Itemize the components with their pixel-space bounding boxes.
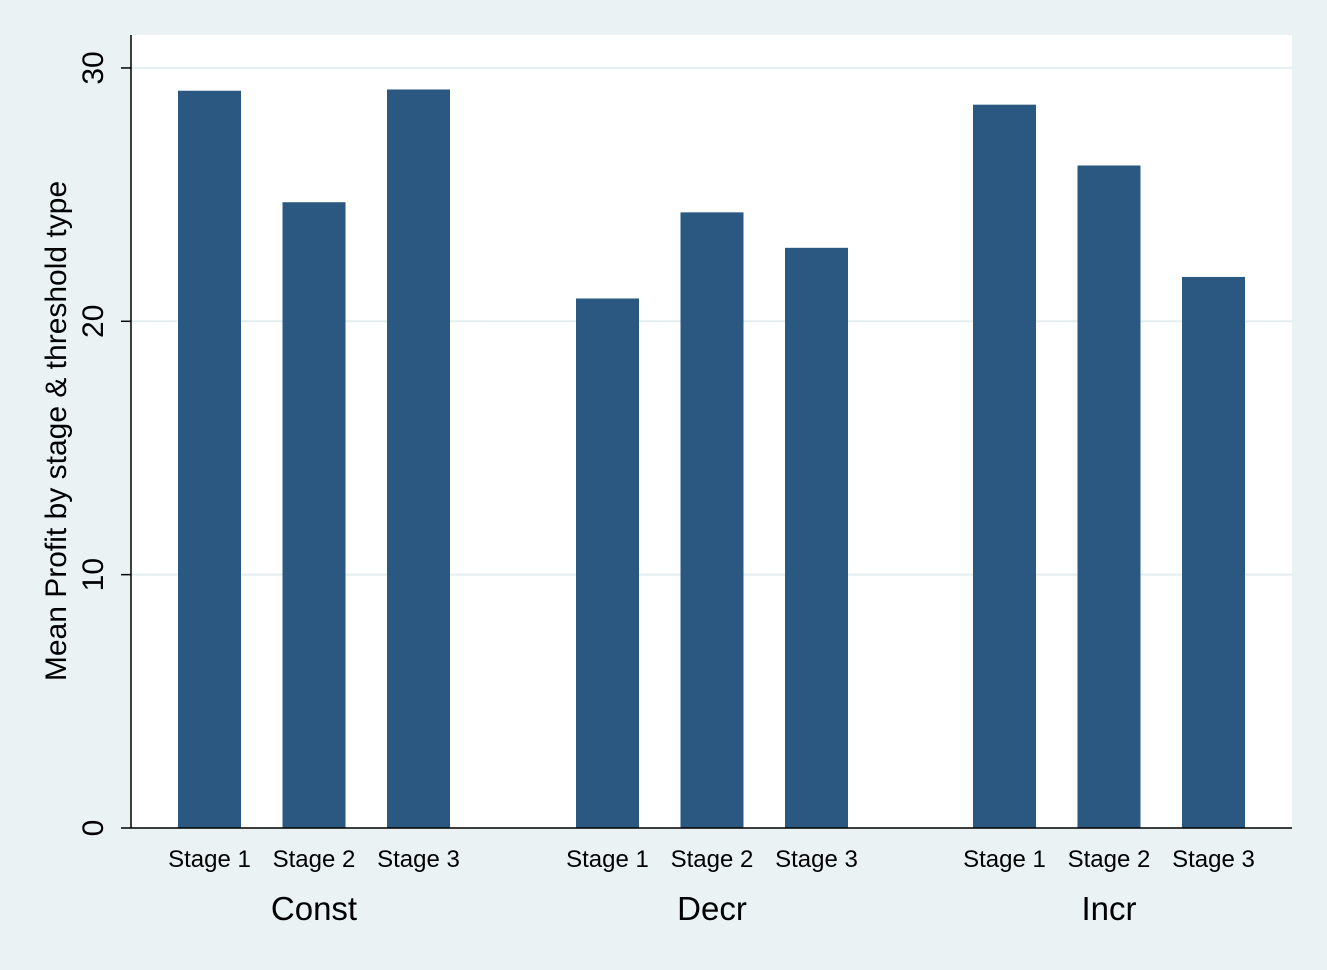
bar <box>1077 165 1141 828</box>
x-tick-label: Stage 3 <box>1172 846 1255 873</box>
x-tick-labels: Stage 1 Stage 2 Stage 3 Stage 1 Stage 2 Stage… <box>168 846 1255 873</box>
bar <box>282 202 346 828</box>
x-tick-label: Stage 1 <box>566 846 649 873</box>
x-tick-label: Stage 2 <box>1068 846 1151 873</box>
bar <box>576 298 639 828</box>
group-label: Decr <box>677 890 747 927</box>
y-ticks: 0 10 20 30 <box>77 51 131 836</box>
bar <box>387 89 450 828</box>
y-tick-label: 10 <box>77 558 110 591</box>
group-label: Const <box>271 890 357 927</box>
x-tick-label: Stage 1 <box>168 846 251 873</box>
x-tick-label: Stage 2 <box>273 846 356 873</box>
x-tick-label: Stage 1 <box>963 846 1046 873</box>
bar <box>785 247 848 829</box>
y-tick-label: 20 <box>77 305 110 338</box>
y-tick-label: 0 <box>77 820 110 837</box>
bar <box>1182 276 1245 828</box>
axes <box>130 35 1292 829</box>
bar <box>178 90 241 828</box>
group-label: Incr <box>1081 890 1136 927</box>
group-labels: Const Decr Incr <box>271 890 1137 927</box>
bars <box>178 89 1245 829</box>
bar <box>680 212 744 828</box>
y-axis-title: Mean Profit by stage & threshold type <box>40 181 73 681</box>
x-tick-label: Stage 3 <box>377 846 460 873</box>
x-tick-label: Stage 3 <box>775 846 858 873</box>
x-tick-label: Stage 2 <box>671 846 754 873</box>
bar <box>973 104 1036 828</box>
y-tick-label: 30 <box>77 51 110 84</box>
